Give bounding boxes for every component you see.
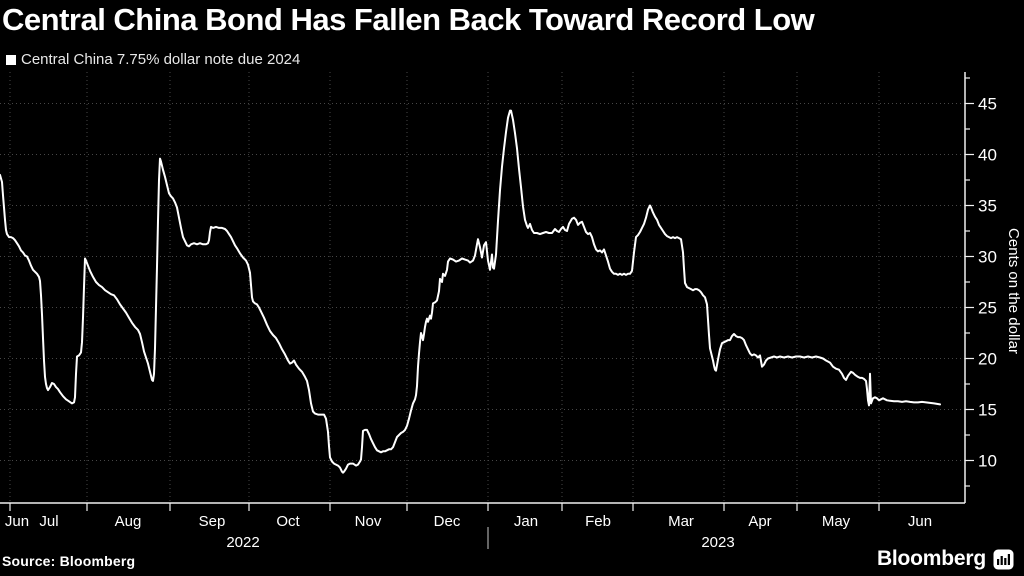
page-title: Central China Bond Has Fallen Back Towar… (2, 2, 815, 37)
y-tick-label: 20 (978, 350, 997, 369)
legend-label: Central China 7.75% dollar note due 2024 (21, 51, 301, 68)
x-axis-year-labels: 2022 2023 (226, 534, 734, 551)
x-axis-month-labels: Jun Jul Aug Sep Oct Nov Dec Jan Feb Mar Apr May Jun (5, 513, 932, 530)
x-year-label: 2022 (226, 534, 259, 551)
x-month-label: Jul (39, 513, 58, 530)
source-note: Source: Bloomberg (2, 553, 136, 569)
x-month-label: Oct (276, 513, 300, 530)
y-tick-label: 10 (978, 452, 997, 471)
y-tick-label: 30 (978, 248, 997, 267)
x-month-label: Dec (434, 513, 461, 530)
bloomberg-logo-text: Bloomberg (876, 547, 986, 570)
x-month-label: Feb (585, 513, 611, 530)
y-axis-labels: 10 15 20 25 30 35 40 45 (978, 95, 997, 471)
price-line (0, 109, 941, 474)
x-axis-ticks (9, 503, 880, 511)
bloomberg-logo: Bloomberg (877, 547, 1014, 571)
vertical-gridlines (9, 72, 880, 503)
horizontal-gridlines (0, 103, 965, 461)
bloomberg-terminal-icon (993, 549, 1014, 569)
y-tick-label: 45 (978, 95, 997, 114)
x-year-label: 2023 (701, 534, 734, 551)
x-month-label: Jun (5, 513, 29, 530)
y-tick-label: 35 (978, 197, 997, 216)
x-month-label: Sep (199, 513, 226, 530)
x-month-label: Mar (668, 513, 694, 530)
x-month-label: Jun (908, 513, 932, 530)
x-month-label: May (822, 513, 851, 530)
x-month-label: Jan (514, 513, 538, 530)
y-tick-label: 25 (978, 299, 997, 318)
x-month-label: Apr (748, 513, 771, 530)
legend: Central China 7.75% dollar note due 2024 (6, 51, 300, 68)
y-tick-label: 15 (978, 401, 997, 420)
x-month-label: Aug (115, 513, 142, 530)
y-axis-ticks (965, 77, 974, 487)
y-tick-label: 40 (978, 146, 997, 165)
x-month-label: Nov (355, 513, 382, 530)
legend-marker-icon (6, 54, 16, 65)
y-axis-title: Cents on the dollar (1005, 228, 1022, 354)
